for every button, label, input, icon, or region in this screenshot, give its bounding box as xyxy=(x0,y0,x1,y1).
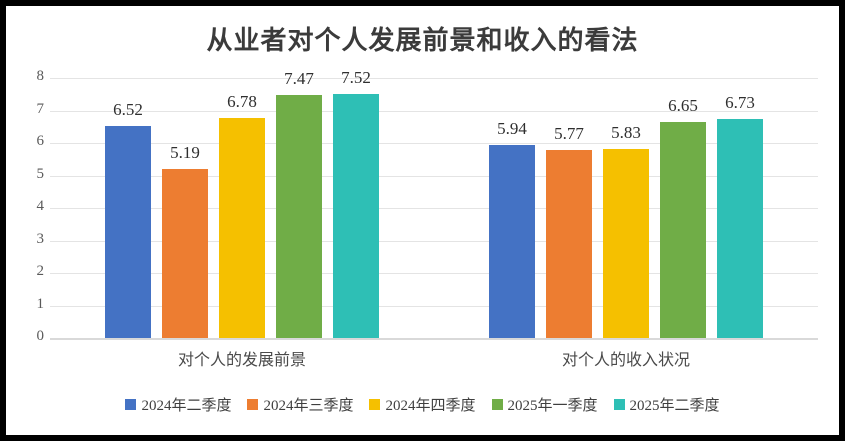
bar-value-label-g0-s0: 6.52 xyxy=(113,100,143,120)
plot-area: 6.52 5.19 6.78 7.47 7.52 5.94 5.77 5.83 6.65 6.73 xyxy=(50,68,818,340)
legend-swatch-icon-1 xyxy=(247,399,259,410)
legend-item-2[interactable]: 2024年四季度 xyxy=(369,394,476,415)
bar-g1-s1[interactable] xyxy=(546,150,592,338)
legend-label-0: 2024年二季度 xyxy=(141,398,232,414)
legend-label-4: 2025年二季度 xyxy=(629,398,720,414)
bar-value-label-g1-s0: 5.94 xyxy=(497,118,527,138)
bar-g0-s2[interactable] xyxy=(219,117,265,338)
bar-g1-s2[interactable] xyxy=(603,148,649,338)
gridline xyxy=(50,273,818,274)
bar-value-label-g0-s2: 6.78 xyxy=(227,91,257,111)
chart-legend: 2024年二季度 2024年三季度 2024年四季度 2025年一季度 2025年二季度 xyxy=(6,394,839,415)
gridline xyxy=(50,110,818,112)
gridline xyxy=(50,175,818,177)
bar-g0-s4[interactable] xyxy=(333,93,379,338)
category-label-1: 对个人的收入状况 xyxy=(561,352,690,369)
bar-g1-s0[interactable] xyxy=(489,144,535,338)
y-axis-tick-0: 0 xyxy=(36,328,45,344)
category-label-0: 对个人的发展前景 xyxy=(177,352,306,369)
gridline xyxy=(50,305,818,307)
y-axis-tick-labels: 8 7 6 5 4 3 2 1 0 xyxy=(14,68,45,344)
bar-value-label-g1-s2: 5.83 xyxy=(611,122,641,142)
gridline xyxy=(50,240,818,242)
y-axis-tick-2: 2 xyxy=(36,263,45,279)
legend-item-3[interactable]: 2025年一季度 xyxy=(491,394,598,415)
legend-label-3: 2025年一季度 xyxy=(507,398,598,414)
y-axis-tick-6: 6 xyxy=(36,133,45,149)
y-axis-tick-8: 8 xyxy=(36,68,45,84)
chart-title: 从业者对个人发展前景和收入的看法 xyxy=(206,26,639,55)
bar-value-label-g0-s3: 7.47 xyxy=(284,69,314,89)
legend-swatch-icon-4 xyxy=(613,399,625,410)
bar-value-label-g1-s4: 6.73 xyxy=(725,93,755,113)
legend-swatch-icon-2 xyxy=(369,399,381,410)
y-axis-tick-1: 1 xyxy=(36,295,45,312)
gridline xyxy=(50,78,818,79)
legend-swatch-icon-3 xyxy=(491,399,503,410)
legend-label-1: 2024年三季度 xyxy=(263,398,354,414)
bar-g0-s0[interactable] xyxy=(105,126,151,338)
legend-label-2: 2024年四季度 xyxy=(385,398,476,414)
legend-item-0[interactable]: 2024年二季度 xyxy=(125,394,231,415)
legend-item-1[interactable]: 2024年三季度 xyxy=(247,394,353,415)
bar-g0-s1[interactable] xyxy=(162,169,208,338)
legend-item-4[interactable]: 2025年二季度 xyxy=(613,394,720,415)
bar-g1-s4[interactable] xyxy=(717,119,763,338)
chart-card: 从业者对个人发展前景和收入的看法 8 7 6 5 4 3 2 1 0 6.52 5.19 6.78 7… xyxy=(6,6,839,435)
y-axis-tick-4: 4 xyxy=(36,198,45,214)
legend-swatch-icon-0 xyxy=(125,399,137,410)
bar-g0-s3[interactable] xyxy=(276,95,322,338)
bar-value-label-g1-s3: 6.65 xyxy=(668,95,698,115)
bar-value-label-g0-s4: 7.52 xyxy=(341,67,371,87)
bar-g1-s3[interactable] xyxy=(660,121,706,338)
y-axis-tick-5: 5 xyxy=(36,165,45,182)
bar-value-label-g1-s1: 5.77 xyxy=(554,124,584,144)
gridline xyxy=(50,143,818,144)
y-axis-tick-3: 3 xyxy=(36,230,45,247)
axis-baseline xyxy=(50,338,818,340)
y-axis-tick-7: 7 xyxy=(36,100,45,117)
gridline xyxy=(50,208,818,209)
bar-value-label-g0-s1: 5.19 xyxy=(170,143,200,163)
